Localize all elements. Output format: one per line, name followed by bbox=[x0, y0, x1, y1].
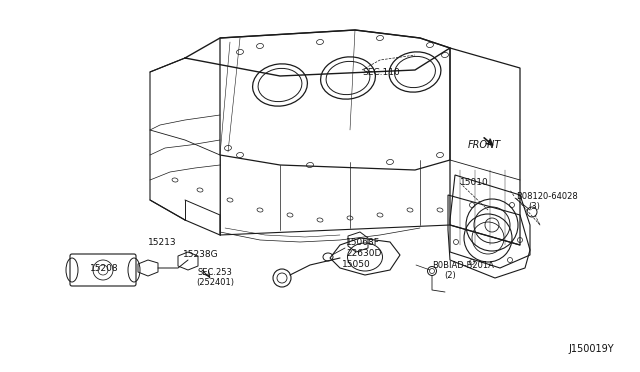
Text: 15010: 15010 bbox=[460, 178, 489, 187]
Text: 15208: 15208 bbox=[90, 264, 118, 273]
Text: B0BIAD-B201A: B0BIAD-B201A bbox=[432, 261, 494, 270]
Text: J150019Y: J150019Y bbox=[568, 344, 614, 354]
Text: (252401): (252401) bbox=[196, 278, 234, 287]
Text: (3): (3) bbox=[528, 202, 540, 211]
Text: 22630D: 22630D bbox=[346, 249, 381, 258]
Text: B08120-64028: B08120-64028 bbox=[516, 192, 578, 201]
Text: FRONT: FRONT bbox=[468, 140, 501, 150]
Text: 15050: 15050 bbox=[342, 260, 371, 269]
Text: 15213: 15213 bbox=[148, 238, 177, 247]
Text: SEC.110: SEC.110 bbox=[362, 68, 400, 77]
Text: SEC.253: SEC.253 bbox=[198, 268, 233, 277]
Text: (2): (2) bbox=[444, 271, 456, 280]
Text: 15068F: 15068F bbox=[346, 238, 380, 247]
Text: 15238G: 15238G bbox=[183, 250, 219, 259]
